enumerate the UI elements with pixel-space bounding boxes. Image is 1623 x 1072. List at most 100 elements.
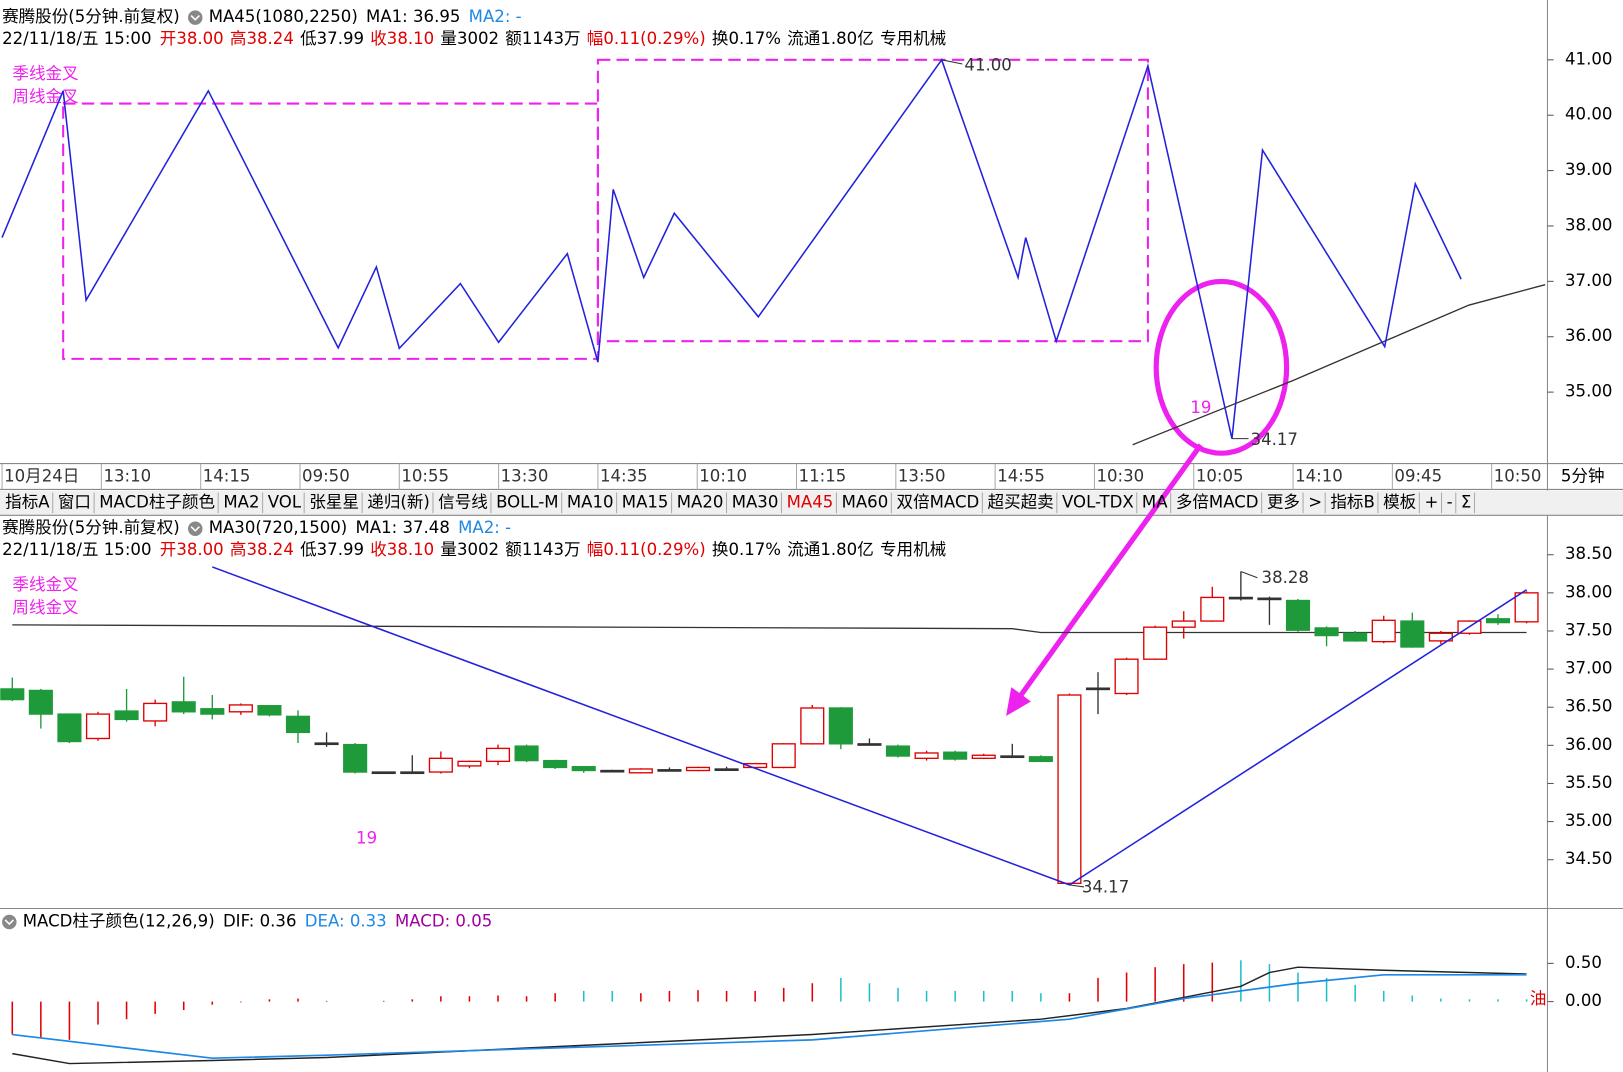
candle-body xyxy=(1485,618,1511,624)
dropdown-icon[interactable] xyxy=(188,521,203,536)
toolbar-button[interactable]: 超买超卖 xyxy=(988,492,1054,511)
candle-body xyxy=(400,771,425,775)
y-tick-label: 39.00 xyxy=(1565,160,1612,179)
count-label: 19 xyxy=(356,829,377,848)
dropdown-chevron xyxy=(190,526,200,532)
candle-body xyxy=(600,769,625,773)
toolbar-button[interactable]: MA60 xyxy=(842,492,889,511)
indicator: MA30(720,1500) xyxy=(209,518,348,537)
datetime: 22/11/18/五 15:00 xyxy=(2,540,151,559)
toolbar-button[interactable]: + xyxy=(1425,492,1439,511)
quote-label: 低 xyxy=(300,29,317,48)
x-tick-label: 10:50 xyxy=(1494,467,1542,486)
candle-body xyxy=(543,759,568,769)
toolbar-button[interactable]: > xyxy=(1308,492,1322,511)
quote-value: 0.11(0.29%) xyxy=(603,29,705,48)
candle-body xyxy=(457,760,482,767)
quote-label: 额 xyxy=(505,29,522,48)
quote-value: 37.99 xyxy=(317,540,364,559)
candle-body xyxy=(114,710,139,721)
candle-body xyxy=(1000,755,1025,759)
candle-body xyxy=(914,752,939,759)
candle-body xyxy=(943,751,968,760)
arrow xyxy=(1016,443,1203,700)
stock-name: 赛腾股份(5分钟.前复权) xyxy=(2,517,180,537)
dropdown-icon[interactable] xyxy=(2,914,17,930)
candle-body xyxy=(628,768,653,774)
candle-body xyxy=(800,707,825,745)
quote-label: 量 xyxy=(440,540,457,559)
toolbar-button[interactable]: Σ xyxy=(1461,492,1471,511)
candle-body xyxy=(1171,620,1196,628)
y-tick-label: 41.00 xyxy=(1565,49,1612,68)
toolbar-button[interactable]: 递归(新) xyxy=(367,492,430,511)
toolbar-button[interactable]: BOLL-M xyxy=(496,492,558,511)
quote-label: 换 xyxy=(712,540,729,559)
pointer xyxy=(941,59,963,65)
toolbar-button[interactable]: 信号线 xyxy=(438,492,488,511)
candle-body xyxy=(828,707,853,745)
toolbar-button[interactable]: MA2 xyxy=(223,492,259,511)
candle-body xyxy=(1343,632,1368,642)
quote-value: 0.17% xyxy=(728,540,781,559)
ma2: MA2: - xyxy=(458,518,511,537)
candle-body xyxy=(857,743,882,746)
candle-body xyxy=(28,689,53,715)
toolbar-button[interactable]: 更多 xyxy=(1267,492,1300,511)
x-tick-label: 13:50 xyxy=(898,467,946,486)
candle-body xyxy=(57,713,82,743)
candle-body xyxy=(485,747,511,763)
quote-value: 1.80亿 xyxy=(820,29,873,48)
candle-body xyxy=(1085,687,1111,691)
dea: DEA: 0.33 xyxy=(305,911,387,930)
toolbar-button[interactable]: VOL-TDX xyxy=(1062,492,1134,511)
quote-value: 38.24 xyxy=(246,540,293,559)
toolbar-button[interactable]: 窗口 xyxy=(58,492,91,511)
x-tick-label: 10:30 xyxy=(1097,467,1145,486)
candle-body xyxy=(143,702,168,722)
x-tick-label: 13:10 xyxy=(103,467,151,486)
quote-label: 幅 xyxy=(587,540,604,559)
toolbar-button[interactable]: 指标A xyxy=(5,492,50,511)
annotation: 季线金叉 xyxy=(12,64,78,83)
quote-label: 流通 xyxy=(787,29,821,48)
candle-body xyxy=(257,705,282,716)
quote-label: 收 xyxy=(370,29,387,48)
y-tick-label: 38.50 xyxy=(1565,544,1612,563)
candle-body xyxy=(571,766,596,772)
quote-label: 开 xyxy=(160,540,177,559)
candle-body xyxy=(743,762,768,769)
quote-value: 3002 xyxy=(457,29,499,48)
toolbar-button[interactable]: MA45 xyxy=(787,492,834,511)
toolbar-button[interactable]: 张星星 xyxy=(309,492,359,511)
candle-body xyxy=(314,742,339,746)
toolbar-button[interactable]: MA xyxy=(1142,492,1168,511)
toolbar-button[interactable]: VOL xyxy=(268,492,302,511)
x-tick-label: 11:15 xyxy=(799,467,847,486)
highlight-circle xyxy=(1153,278,1290,456)
toolbar-button[interactable]: MA20 xyxy=(677,492,724,511)
y-tick-label: 37.50 xyxy=(1565,620,1612,639)
y-tick-label: 0.00 xyxy=(1565,991,1602,1010)
candle-body xyxy=(428,757,453,773)
toolbar-button[interactable]: 指标B xyxy=(1330,492,1374,511)
toolbar-button[interactable]: 模板 xyxy=(1383,492,1416,511)
candle-body xyxy=(771,743,796,769)
dif-line xyxy=(12,966,1527,1065)
dropdown-icon[interactable] xyxy=(188,10,203,25)
toolbar-button[interactable]: MA10 xyxy=(567,492,614,511)
quote-label: 开 xyxy=(160,29,177,48)
toolbar-button[interactable]: - xyxy=(1447,492,1453,511)
candle-body xyxy=(171,701,196,713)
toolbar-button[interactable]: MACD柱子颜色 xyxy=(99,492,215,511)
toolbar-button[interactable]: 双倍MACD xyxy=(897,492,980,511)
candle-body xyxy=(1285,599,1311,631)
candle-body xyxy=(1514,592,1539,623)
dropdown-chevron xyxy=(4,919,15,926)
toolbar-button[interactable]: MA15 xyxy=(622,492,669,511)
y-tick-label: 36.00 xyxy=(1565,326,1612,345)
toolbar-button[interactable]: 多倍MACD xyxy=(1176,492,1259,511)
candle-body xyxy=(1257,597,1282,601)
toolbar-button[interactable]: MA30 xyxy=(732,492,779,511)
candle-body xyxy=(1028,756,1053,763)
